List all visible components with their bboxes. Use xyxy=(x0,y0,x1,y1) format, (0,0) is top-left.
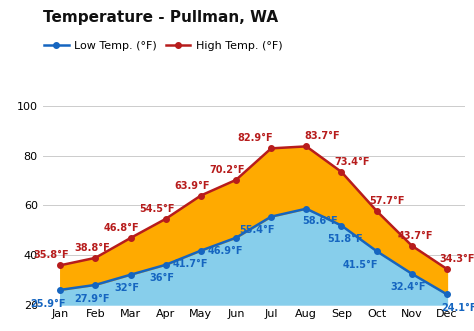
Low Temp. (°F) xyxy=(303,207,309,211)
Low Temp. (°F) xyxy=(233,236,239,240)
High Temp. (°F) xyxy=(338,170,344,174)
Low Temp. (°F) xyxy=(374,249,380,253)
High Temp. (°F) xyxy=(233,178,239,182)
Text: 41.7°F: 41.7°F xyxy=(173,260,208,269)
Low Temp. (°F) xyxy=(128,273,133,277)
Low Temp. (°F) xyxy=(198,249,204,253)
Text: 38.8°F: 38.8°F xyxy=(74,243,110,253)
Text: 55.4°F: 55.4°F xyxy=(239,225,275,235)
Low Temp. (°F) xyxy=(57,288,63,292)
Text: 63.9°F: 63.9°F xyxy=(174,181,210,191)
Text: 73.4°F: 73.4°F xyxy=(334,157,370,167)
Low Temp. (°F) xyxy=(444,292,450,296)
Low Temp. (°F) xyxy=(92,283,98,287)
Text: 34.3°F: 34.3°F xyxy=(440,254,474,264)
Text: 43.7°F: 43.7°F xyxy=(398,231,433,241)
Low Temp. (°F) xyxy=(268,215,274,219)
Text: 24.1°F: 24.1°F xyxy=(441,303,474,313)
High Temp. (°F) xyxy=(163,217,169,221)
Legend: Low Temp. (°F), High Temp. (°F): Low Temp. (°F), High Temp. (°F) xyxy=(40,36,287,56)
Text: 27.9°F: 27.9°F xyxy=(74,294,109,304)
Text: 25.9°F: 25.9°F xyxy=(30,299,66,308)
High Temp. (°F) xyxy=(303,144,309,148)
Text: 58.6°F: 58.6°F xyxy=(302,216,338,226)
Low Temp. (°F) xyxy=(163,263,169,267)
Text: 32.4°F: 32.4°F xyxy=(391,282,426,292)
Text: 83.7°F: 83.7°F xyxy=(304,131,340,141)
Text: 54.5°F: 54.5°F xyxy=(139,204,174,214)
High Temp. (°F) xyxy=(92,256,98,260)
High Temp. (°F) xyxy=(57,263,63,267)
High Temp. (°F) xyxy=(444,267,450,271)
Text: 41.5°F: 41.5°F xyxy=(343,260,379,270)
Low Temp. (°F) xyxy=(338,224,344,228)
High Temp. (°F) xyxy=(198,194,204,198)
High Temp. (°F) xyxy=(409,244,415,248)
High Temp. (°F) xyxy=(268,146,274,150)
Text: 70.2°F: 70.2°F xyxy=(210,165,245,175)
High Temp. (°F) xyxy=(374,209,380,213)
High Temp. (°F) xyxy=(128,236,133,240)
Text: 35.8°F: 35.8°F xyxy=(34,250,69,260)
Text: 36°F: 36°F xyxy=(150,273,175,283)
Line: High Temp. (°F): High Temp. (°F) xyxy=(57,144,450,272)
Text: Temperature - Pullman, WA: Temperature - Pullman, WA xyxy=(43,10,278,25)
Text: 46.8°F: 46.8°F xyxy=(104,223,139,233)
Low Temp. (°F) xyxy=(409,272,415,276)
Text: 82.9°F: 82.9°F xyxy=(237,133,273,143)
Text: 46.9°F: 46.9°F xyxy=(208,246,243,257)
Text: 57.7°F: 57.7°F xyxy=(369,196,405,206)
Line: Low Temp. (°F): Low Temp. (°F) xyxy=(57,206,450,297)
Text: 32°F: 32°F xyxy=(115,283,139,293)
Text: 51.8°F: 51.8°F xyxy=(327,234,363,244)
